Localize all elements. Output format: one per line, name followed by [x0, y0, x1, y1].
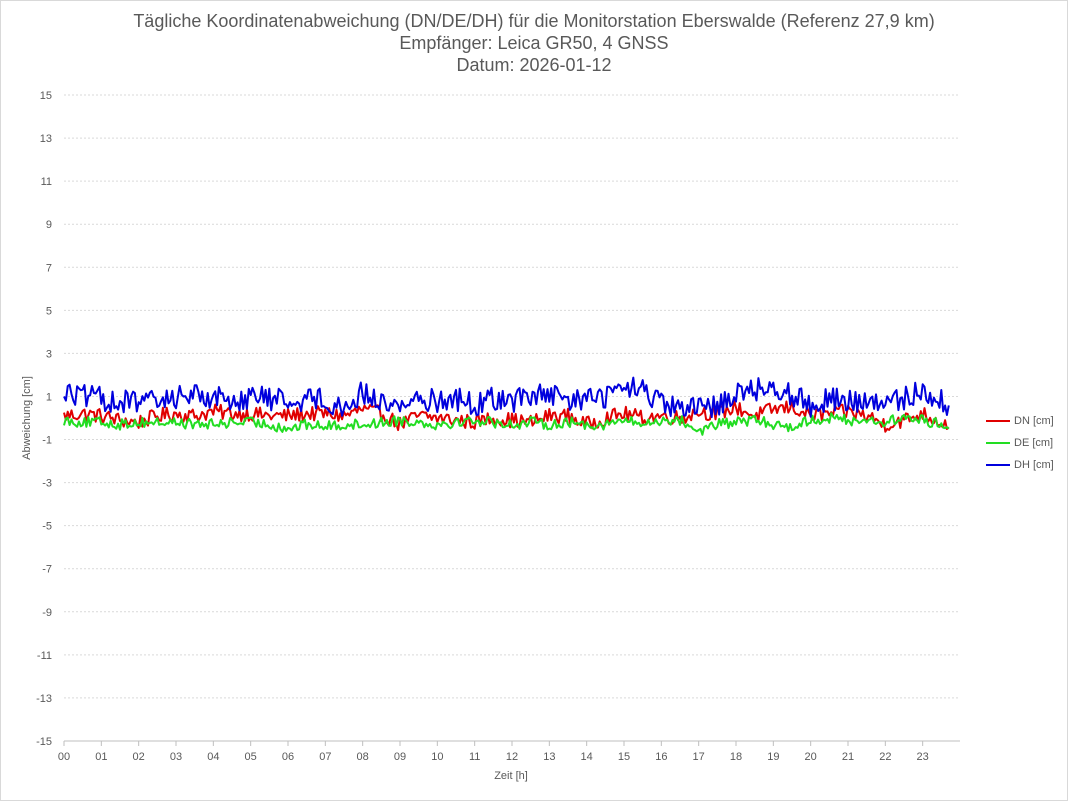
x-tick-label: 16 [655, 751, 667, 763]
chart-subtitle-receiver: Empfänger: Leica GR50, 4 GNSS [399, 33, 669, 53]
y-tick-label: -13 [36, 693, 52, 705]
x-tick-label: 22 [879, 751, 891, 763]
x-tick-label: 18 [730, 751, 742, 763]
y-tick-label: -15 [36, 736, 52, 748]
x-tick-label: 05 [245, 751, 257, 763]
x-tick-label: 12 [506, 751, 518, 763]
chart-titles: Tägliche Koordinatenabweichung (DN/DE/DH… [0, 10, 1068, 76]
y-tick-label: 9 [46, 219, 52, 231]
x-tick-label: 03 [170, 751, 182, 763]
x-axis-ticks: 00 01 02 03 04 05 06 07 08 09 10 11 12 13 14 15 16 17 18 19… [58, 741, 929, 763]
legend-swatch-de [986, 442, 1010, 444]
x-tick-label: 10 [431, 751, 443, 763]
x-tick-label: 20 [805, 751, 817, 763]
x-tick-label: 23 [917, 751, 929, 763]
series-line-dn [63, 399, 950, 433]
y-tick-label: 1 [46, 391, 52, 403]
x-tick-label: 07 [319, 751, 331, 763]
legend-label-de: DE [cm] [1014, 437, 1054, 449]
y-axis-ticks: 15 13 11 9 7 5 3 1 -1 -3 -5 -7 -9 -11 -13 -15 [36, 90, 52, 748]
legend-item-dh: DH [cm] [986, 454, 1054, 476]
x-tick-label: 01 [95, 751, 107, 763]
x-tick-label: 14 [581, 751, 593, 763]
y-tick-label: 7 [46, 262, 52, 274]
x-axis-title: Zeit [h] [494, 770, 528, 782]
chart-subtitle-date: Datum: 2026-01-12 [456, 55, 612, 75]
legend: DN [cm] DE [cm] DH [cm] [986, 410, 1054, 476]
legend-label-dh: DH [cm] [1014, 459, 1054, 471]
y-tick-label: -9 [42, 607, 52, 619]
legend-item-de: DE [cm] [986, 432, 1054, 454]
y-tick-label: 5 [46, 305, 52, 317]
x-tick-label: 13 [543, 751, 555, 763]
x-tick-label: 21 [842, 751, 854, 763]
x-tick-label: 15 [618, 751, 630, 763]
x-tick-label: 08 [357, 751, 369, 763]
y-tick-label: -7 [42, 564, 52, 576]
x-tick-label: 09 [394, 751, 406, 763]
x-tick-label: 00 [58, 751, 70, 763]
x-tick-label: 11 [469, 751, 480, 763]
y-tick-label: 15 [40, 90, 52, 102]
grid-lines [64, 94, 960, 742]
y-axis-title: Abweichung [cm] [21, 376, 33, 460]
legend-swatch-dn [986, 420, 1010, 422]
series-line-de [63, 412, 950, 436]
y-tick-label: 11 [41, 176, 52, 188]
series-lines [63, 376, 950, 436]
x-tick-label: 04 [207, 751, 219, 763]
legend-label-dn: DN [cm] [1014, 415, 1054, 427]
y-tick-label: 13 [40, 133, 52, 145]
y-tick-label: -11 [37, 650, 52, 662]
y-tick-label: -3 [42, 478, 52, 490]
x-tick-label: 17 [693, 751, 705, 763]
series-line-dh [63, 376, 950, 419]
y-tick-label: -1 [42, 435, 52, 447]
chart-title: Tägliche Koordinatenabweichung (DN/DE/DH… [133, 11, 935, 31]
legend-swatch-dh [986, 464, 1010, 466]
x-tick-label: 06 [282, 751, 294, 763]
y-tick-label: 3 [46, 348, 52, 360]
y-tick-label: -5 [42, 521, 52, 533]
x-tick-label: 19 [767, 751, 779, 763]
x-tick-label: 02 [133, 751, 145, 763]
legend-item-dn: DN [cm] [986, 410, 1054, 432]
